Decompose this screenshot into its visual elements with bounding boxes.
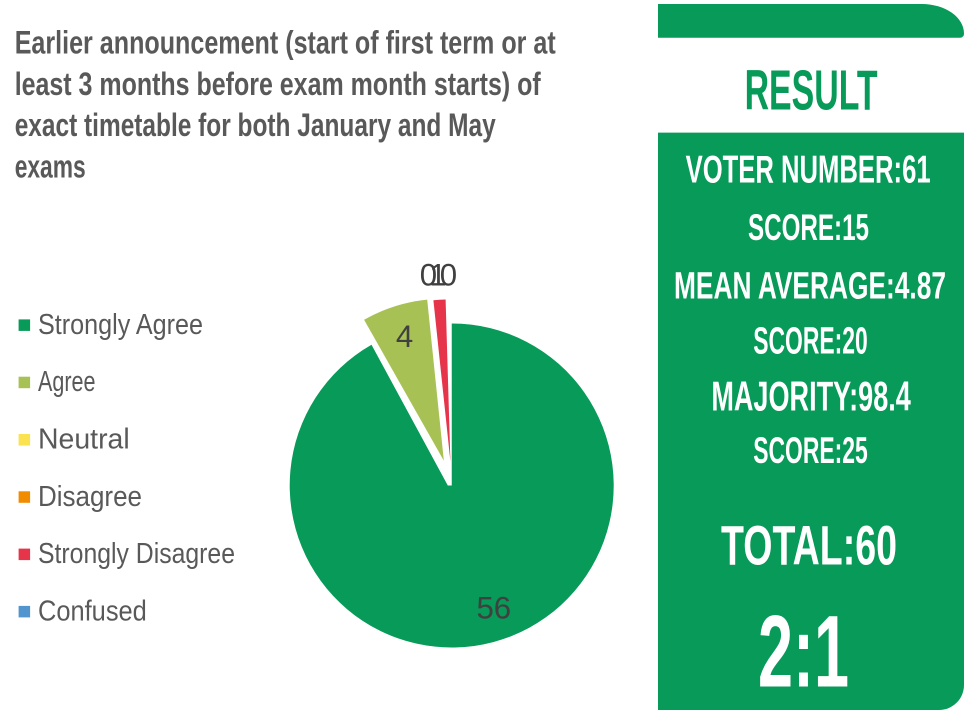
svg-text:MEAN AVERAGE:4.87: MEAN AVERAGE:4.87 [674, 265, 946, 307]
svg-text:MAJORITY:98.4: MAJORITY:98.4 [711, 374, 911, 420]
svg-text:2:1: 2:1 [758, 594, 849, 708]
svg-text:Agree: Agree [38, 366, 96, 398]
svg-text:Disagree: Disagree [38, 481, 142, 513]
svg-text:exams: exams [15, 148, 86, 184]
svg-text:TOTAL:60: TOTAL:60 [721, 514, 897, 577]
svg-text:Neutral: Neutral [38, 424, 130, 456]
svg-text:1: 1 [429, 257, 446, 292]
svg-text:SCORE:15: SCORE:15 [748, 206, 869, 248]
svg-text:SCORE:20: SCORE:20 [753, 320, 868, 362]
svg-text:0: 0 [420, 257, 437, 292]
svg-text:Confused: Confused [38, 595, 147, 627]
svg-text:Earlier announcement (start of: Earlier announcement (start of first ter… [15, 25, 556, 61]
svg-text:RESULT: RESULT [745, 59, 878, 123]
svg-text:4: 4 [396, 319, 413, 354]
svg-text:SCORE:25: SCORE:25 [753, 430, 868, 471]
svg-text:Strongly Agree: Strongly Agree [38, 309, 203, 341]
svg-text:56: 56 [476, 590, 511, 625]
svg-text:Strongly Disagree: Strongly Disagree [38, 538, 235, 570]
svg-text:VOTER NUMBER:61: VOTER NUMBER:61 [686, 148, 931, 191]
svg-text:0: 0 [440, 257, 457, 292]
svg-text:exact timetable for both Janua: exact timetable for both January and May [15, 107, 496, 143]
svg-text:least 3 months before exam mon: least 3 months before exam month starts)… [15, 66, 541, 102]
